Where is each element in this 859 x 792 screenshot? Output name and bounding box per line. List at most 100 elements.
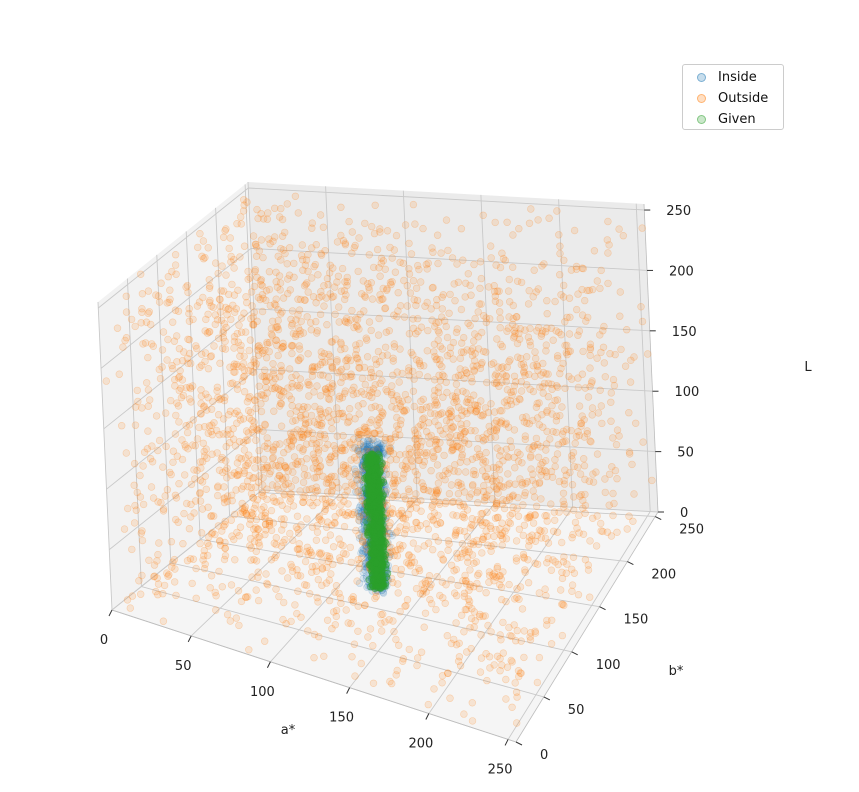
point-outside (306, 589, 314, 598)
point-outside (325, 350, 333, 359)
point-outside (578, 285, 586, 294)
tick-label-a: 250 (488, 762, 513, 777)
point-outside (258, 512, 266, 520)
point-outside (316, 407, 324, 416)
point-outside (301, 580, 309, 589)
point-outside (217, 395, 225, 403)
point-outside (391, 268, 400, 276)
point-outside (252, 586, 260, 594)
point-outside (553, 396, 562, 404)
grid-lines (97, 181, 659, 743)
point-outside (487, 360, 496, 368)
point-outside (406, 289, 415, 297)
point-outside (390, 551, 398, 560)
point-inside (359, 547, 367, 556)
point-outside (159, 328, 168, 336)
point-outside (240, 388, 249, 396)
point-outside (130, 481, 138, 489)
tick-mark-b (571, 651, 578, 656)
point-outside (171, 578, 179, 586)
point-outside (288, 349, 296, 358)
point-outside (137, 590, 145, 598)
point-outside (482, 448, 490, 457)
point-outside (345, 217, 353, 226)
x-axis-label: a* (281, 723, 296, 738)
point-outside (246, 534, 255, 543)
point-outside (581, 556, 590, 564)
grid-line-L (111, 489, 659, 611)
point-outside (371, 201, 379, 210)
point-outside (155, 539, 163, 547)
point-outside (450, 589, 459, 597)
point-outside (442, 216, 451, 224)
point-given (367, 458, 375, 467)
point-outside (397, 570, 405, 578)
point-outside (337, 340, 345, 348)
point-outside (378, 295, 386, 303)
point-outside (437, 249, 445, 257)
point-outside (219, 334, 228, 342)
point-outside (172, 515, 180, 524)
point-outside (521, 435, 529, 444)
grid-line-L (98, 187, 645, 309)
point-outside (512, 398, 520, 406)
point-outside (287, 395, 296, 403)
point-outside (337, 287, 345, 295)
point-outside (216, 359, 224, 367)
point-outside (269, 378, 277, 386)
point-outside (490, 287, 499, 296)
point-outside (535, 479, 543, 488)
point-inside (352, 488, 360, 496)
legend-marker-given (697, 114, 706, 124)
point-outside (138, 527, 146, 535)
point-outside (227, 315, 235, 324)
point-outside (496, 580, 504, 589)
point-outside (167, 396, 175, 405)
point-outside (169, 318, 177, 326)
point-outside (239, 438, 248, 447)
point-outside (432, 605, 440, 614)
point-outside (558, 574, 567, 583)
point-outside (216, 308, 225, 316)
point-outside (185, 336, 194, 344)
point-outside (454, 468, 462, 476)
point-outside (399, 259, 407, 267)
point-outside (569, 493, 578, 501)
point-outside (462, 605, 471, 614)
point-outside (512, 719, 521, 727)
point-outside (505, 479, 514, 488)
point-outside (433, 572, 441, 581)
point-outside (302, 486, 310, 494)
point-outside (305, 427, 313, 435)
point-outside (612, 441, 621, 449)
point-outside (407, 250, 416, 258)
point-outside (479, 211, 487, 220)
point-outside (578, 370, 587, 378)
data-points (102, 192, 656, 727)
point-inside (355, 579, 364, 587)
point-outside (353, 315, 362, 324)
point-outside (419, 224, 427, 233)
point-outside (246, 520, 254, 528)
point-outside (164, 572, 172, 580)
point-outside (526, 341, 535, 350)
point-outside (467, 539, 475, 548)
point-outside (570, 462, 578, 471)
point-outside (388, 382, 396, 390)
point-outside (373, 245, 382, 254)
point-outside (308, 523, 317, 531)
point-outside (309, 464, 317, 472)
point-outside (567, 452, 576, 460)
point-outside (269, 519, 278, 527)
point-outside (335, 318, 343, 326)
point-outside (580, 462, 589, 470)
point-outside (328, 363, 336, 371)
point-outside (280, 449, 288, 457)
point-outside (349, 593, 357, 601)
point-outside (138, 290, 147, 298)
point-outside (335, 409, 343, 418)
axis-line-a (111, 609, 517, 743)
point-outside (520, 491, 529, 500)
point-outside (169, 458, 177, 466)
point-outside (592, 468, 600, 476)
